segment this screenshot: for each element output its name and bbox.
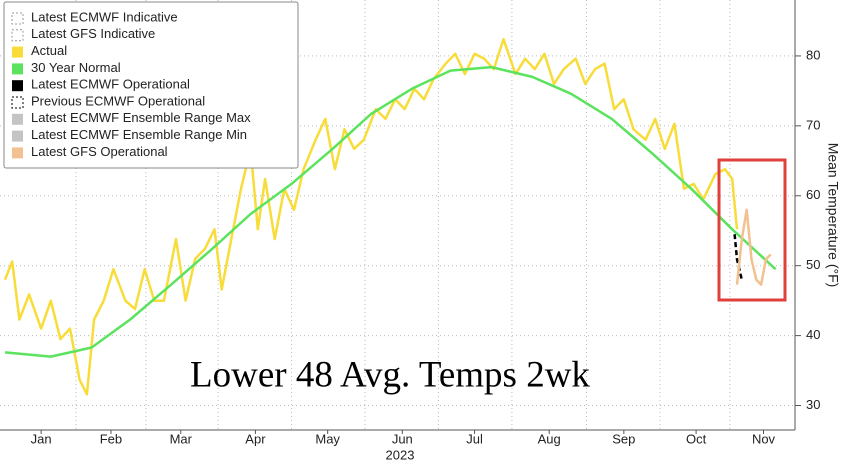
legend-box: [3, 1, 299, 169]
plot: [3, 37, 777, 396]
legend-label: Previous ECMWF Operational: [31, 93, 205, 108]
legend-label: Latest GFS Indicative: [31, 26, 155, 41]
chart-title: Lower 48 Avg. Temps 2wk: [190, 354, 590, 395]
highlight-box: [717, 158, 787, 302]
y-tick-label: 50: [806, 257, 820, 272]
x-tick-label: Mar: [170, 431, 193, 446]
legend-label: Latest ECMWF Operational: [31, 77, 190, 92]
legend-label: Actual: [31, 43, 67, 58]
legend: Latest ECMWF Indicative Latest GFS Indica…: [3, 1, 299, 169]
y-tick-label: 80: [806, 47, 820, 62]
legend-label: 30 Year Normal: [31, 60, 121, 75]
x-tick-label: Feb: [100, 431, 122, 446]
legend-label: Latest ECMWF Ensemble Range Min: [31, 127, 247, 142]
x-tick-label: Jan: [31, 431, 52, 446]
y-tick-label: 30: [806, 397, 820, 412]
series-line: [735, 208, 772, 286]
x-tick-label: Aug: [538, 431, 561, 446]
legend-swatch: [11, 12, 24, 25]
x-tick-label: Jul: [466, 431, 483, 446]
y-tick-label: 40: [806, 327, 820, 342]
series-line: [3, 37, 739, 396]
y-tick-label: 70: [806, 117, 820, 132]
y-axis-label: Mean Temperature (°F): [825, 143, 841, 288]
x-tick-label: Apr: [245, 431, 266, 446]
legend-swatch: [12, 63, 23, 75]
legend-swatch: [12, 147, 23, 159]
legend-label: Latest ECMWF Indicative: [31, 9, 178, 24]
x-tick-label: Nov: [752, 431, 776, 446]
legend-swatch: [12, 130, 23, 142]
legend-swatch: [11, 29, 24, 42]
x-tick-label: Oct: [686, 431, 707, 446]
series-line: [733, 234, 744, 280]
y-tick-label: 60: [806, 187, 820, 202]
legend-swatch: [12, 80, 23, 92]
legend-swatch: [12, 113, 23, 125]
x-tick-label: Jun: [392, 431, 413, 446]
x-tick-label: May: [315, 431, 340, 446]
legend-swatch: [11, 96, 24, 109]
series-line: [4, 65, 777, 358]
legend-swatch: [12, 46, 23, 58]
x-axis-label: 2023: [386, 447, 415, 462]
legend-label: Latest ECMWF Ensemble Range Max: [31, 110, 251, 125]
legend-label: Latest GFS Operational: [31, 144, 168, 159]
x-tick-label: Sep: [612, 431, 635, 446]
